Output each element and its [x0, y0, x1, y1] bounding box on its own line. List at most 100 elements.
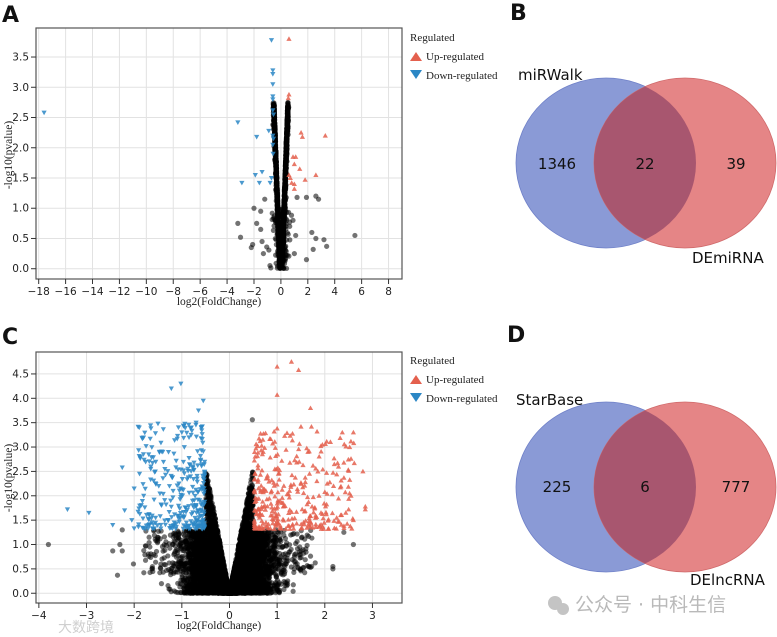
point-ns	[280, 265, 287, 271]
point-ns	[277, 259, 284, 266]
point-down	[252, 172, 258, 178]
point-ns	[260, 250, 267, 257]
point-ns	[284, 135, 290, 141]
point-up	[291, 186, 297, 191]
x-tick-label: 8	[385, 286, 392, 298]
point-ns	[271, 115, 277, 121]
point-ns	[271, 102, 277, 108]
point-ns	[268, 265, 274, 271]
point-ns	[276, 219, 282, 226]
x-tick-label: −4	[219, 286, 235, 298]
legend-up-label: Up-regulated	[426, 51, 485, 63]
point-down	[259, 169, 265, 175]
point-ns	[303, 257, 310, 263]
point-ns	[274, 180, 280, 186]
x-tick-label: −14	[81, 286, 103, 298]
x-tick-label: −8	[166, 286, 181, 298]
x-tick-label: −16	[55, 286, 77, 298]
point-down	[266, 128, 272, 134]
point-ns	[272, 235, 278, 242]
point-ns	[284, 122, 290, 128]
point-up	[322, 133, 328, 138]
point-ns	[282, 180, 288, 186]
volcano-plot-c: −4 −3 −2 −1 0 1 2 30.00.51.01.52.02.53.03.54.04…	[12, 351, 403, 622]
point-down	[239, 180, 245, 186]
point-down	[270, 94, 276, 99]
point-up	[313, 172, 319, 177]
point-ns	[274, 184, 280, 190]
point-ns	[254, 220, 260, 226]
x-tick-label: −18	[28, 286, 50, 298]
point-up	[298, 130, 304, 135]
point-ns	[283, 169, 289, 175]
point-ns	[273, 260, 279, 266]
x-tick-label: −6	[192, 286, 208, 298]
point-ns	[266, 247, 272, 253]
point-up	[291, 161, 297, 167]
point-ns	[312, 560, 318, 566]
data-points	[41, 36, 358, 272]
y-axis-label-a: -log10(pvalue)	[3, 121, 15, 190]
point-ns	[290, 217, 296, 223]
volcano-plot-a: −18 −16 −14 −12 −10 −8 −6 −4 −2 0 2 4 6 80.00.51.01.5…	[12, 27, 403, 298]
y-tick-label: 3.5	[12, 52, 29, 64]
point-ns	[282, 164, 289, 171]
point-ns	[282, 159, 289, 165]
point-ns	[273, 167, 279, 173]
point-ns	[262, 196, 268, 202]
point-ns	[283, 145, 289, 151]
point-ns	[321, 237, 327, 243]
y-tick-label: 2.0	[12, 142, 29, 154]
point-ns	[237, 234, 244, 240]
x-tick-label: −2	[246, 286, 261, 298]
point-down	[268, 38, 275, 43]
point-ns	[285, 209, 292, 215]
point-down	[235, 120, 241, 125]
point-ns	[275, 211, 281, 217]
legend-title: Regulated	[410, 32, 455, 44]
point-ns	[283, 237, 290, 243]
point-up	[286, 172, 292, 177]
legend-down-label: Down-regulated	[426, 70, 498, 82]
point-ns	[309, 229, 315, 236]
point-up	[286, 91, 292, 97]
y-tick-label: 1.5	[12, 172, 29, 184]
y-tick-label: 0.5	[12, 233, 29, 245]
plot-frame	[35, 27, 403, 280]
point-ns	[287, 223, 293, 229]
data-points	[45, 359, 368, 596]
point-down	[270, 97, 276, 102]
point-ns	[273, 173, 279, 180]
y-tick-label: 0.0	[12, 263, 29, 275]
point-ns	[275, 202, 281, 208]
point-down	[268, 175, 275, 181]
point-ns	[285, 108, 291, 114]
point-ns	[278, 227, 284, 233]
point-ns	[283, 252, 289, 258]
point-ns	[282, 258, 288, 264]
point-ns	[284, 128, 290, 135]
point-ns	[279, 239, 286, 245]
point-ns	[158, 581, 165, 587]
point-up	[287, 175, 293, 180]
point-ns	[270, 122, 276, 128]
x-axis-label-a: log2(FoldChange)	[177, 296, 261, 308]
point-ns	[235, 220, 241, 226]
point-down	[270, 133, 276, 139]
point-down	[267, 180, 273, 186]
point-ns	[313, 235, 319, 242]
point-ns	[284, 230, 290, 236]
point-ns	[270, 227, 277, 233]
point-ns	[273, 162, 279, 168]
point-up	[291, 181, 297, 187]
point-ns	[284, 116, 290, 122]
point-down	[270, 108, 276, 113]
point-ns	[293, 232, 299, 239]
point-ns	[258, 208, 264, 214]
point-down	[270, 68, 276, 73]
up-triangle-icon	[410, 52, 422, 61]
point-up	[289, 180, 295, 185]
point-down	[270, 71, 276, 77]
